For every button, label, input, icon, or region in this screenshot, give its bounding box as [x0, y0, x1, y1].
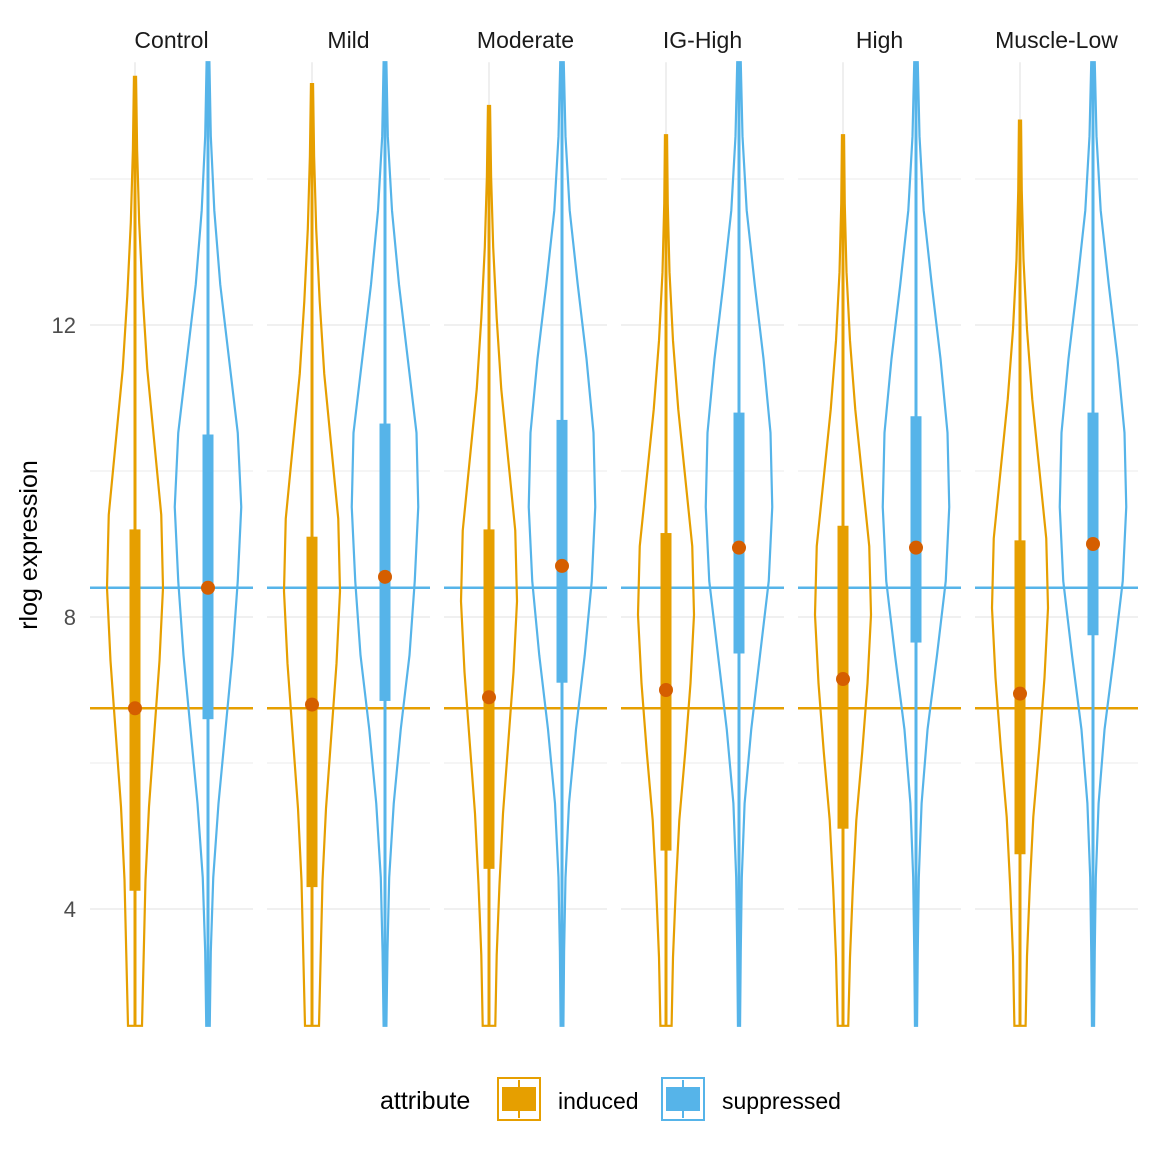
median-point-suppressed — [732, 540, 746, 555]
iqr-box-induced — [306, 536, 318, 888]
median-point-induced — [836, 672, 850, 687]
facet-strip-label: Muscle-Low — [995, 27, 1118, 53]
facet-strip-label: Control — [134, 27, 208, 53]
y-tick-label: 8 — [64, 605, 76, 630]
y-tick-label: 12 — [52, 313, 76, 338]
facet-moderate: Moderate — [444, 27, 607, 1027]
median-point-induced — [1013, 686, 1027, 701]
facet-high: High — [798, 27, 961, 1027]
y-axis: 4 8 12 — [52, 313, 76, 922]
legend-key-box — [502, 1087, 536, 1111]
facet-ig-high: IG-High — [621, 27, 784, 1027]
grid-layer — [90, 62, 1138, 1026]
y-tick-label: 4 — [64, 897, 76, 922]
iqr-box-suppressed — [202, 434, 214, 720]
median-point-induced — [659, 683, 673, 697]
iqr-box-suppressed — [379, 423, 391, 701]
legend-key-box — [666, 1087, 700, 1111]
legend-label-suppressed: suppressed — [722, 1088, 841, 1114]
y-axis-title: rlog expression — [15, 460, 43, 630]
median-point-induced — [482, 690, 496, 705]
iqr-box-suppressed — [910, 416, 922, 643]
median-point-induced — [305, 697, 319, 712]
median-point-suppressed — [555, 558, 569, 573]
facet-muscle-low: Muscle-Low — [975, 27, 1138, 1027]
iqr-box-suppressed — [556, 419, 568, 683]
legend: attribute induced suppressed — [380, 1077, 841, 1121]
facet-control: Control — [90, 27, 253, 1027]
facet-mild: Mild — [267, 27, 430, 1027]
facet-strip-label: Mild — [327, 27, 369, 53]
median-point-suppressed — [909, 540, 923, 555]
median-point-induced — [128, 701, 142, 716]
median-point-suppressed — [1086, 537, 1100, 551]
median-point-suppressed — [201, 580, 215, 595]
facet-strip-label: High — [856, 27, 903, 53]
facet-strip-label: Moderate — [477, 27, 574, 53]
legend-title: attribute — [380, 1087, 470, 1115]
iqr-box-suppressed — [733, 412, 745, 654]
legend-label-induced: induced — [558, 1088, 639, 1114]
facets-layer: Control Mild Moderate IG-High High Muscle-Low — [90, 27, 1138, 1027]
median-point-suppressed — [378, 569, 392, 584]
facet-strip-label: IG-High — [663, 27, 742, 53]
iqr-box-suppressed — [1087, 412, 1099, 636]
